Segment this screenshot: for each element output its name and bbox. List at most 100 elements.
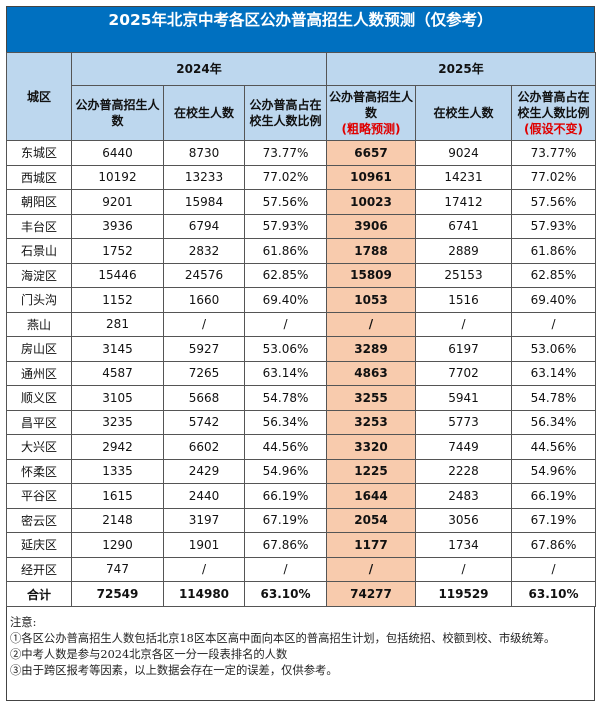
enroll-2024-cell: 2942 <box>71 434 164 460</box>
ratio-2024-cell: 57.56% <box>244 189 327 215</box>
students-2024-cell: 5668 <box>163 385 245 411</box>
district-cell: 经开区 <box>6 556 72 582</box>
district-cell: 门头沟 <box>6 287 72 313</box>
ratio-2024-cell: 62.85% <box>244 262 327 288</box>
enroll-2025-cell: 1225 <box>326 458 416 484</box>
ratio-2025-cell: 54.78% <box>511 385 596 411</box>
ratio-2024-cell: 53.06% <box>244 336 327 362</box>
students-2024-cell: 114980 <box>163 581 245 607</box>
table-row: 房山区 3145 5927 53.06% 3289 6197 53.06% <box>6 336 596 362</box>
ratio-2024-cell: 63.14% <box>244 360 327 386</box>
students-2025-cell: 7449 <box>415 434 512 460</box>
table-row: 朝阳区 9201 15984 57.56% 10023 17412 57.56% <box>6 189 596 215</box>
students-2024-cell: 6794 <box>163 213 245 239</box>
enroll-2024-cell: 4587 <box>71 360 164 386</box>
ratio-2025-header: 公办普高占在校生人数比例 (假设不变) <box>511 85 596 141</box>
enroll-2025-cell: 3289 <box>326 336 416 362</box>
district-cell: 燕山 <box>6 311 72 337</box>
enroll-2024-cell: 1335 <box>71 458 164 484</box>
ratio-2024-cell: 57.93% <box>244 213 327 239</box>
forecast-sheet: 2025年北京中考各区公办普高招生人数预测（仅参考） 城区 2024年 2025… <box>6 6 596 701</box>
students-2024-cell: 13233 <box>163 164 245 190</box>
enroll-2024-cell: 1290 <box>71 532 164 558</box>
ratio-2025-cell: 66.19% <box>511 483 596 509</box>
ratio-2025-cell: 57.56% <box>511 189 596 215</box>
enroll-2024-cell: 1615 <box>71 483 164 509</box>
enroll-2025-cell: 3906 <box>326 213 416 239</box>
enroll-2025-cell: / <box>326 556 416 582</box>
enroll-2025-cell: 1053 <box>326 287 416 313</box>
students-2025-cell: 1516 <box>415 287 512 313</box>
district-cell: 西城区 <box>6 164 72 190</box>
students-2024-cell: 2832 <box>163 238 245 264</box>
ratio-2024-cell: 56.34% <box>244 409 327 435</box>
district-cell: 石景山 <box>6 238 72 264</box>
enroll-2024-cell: 2148 <box>71 507 164 533</box>
students-2025-cell: 17412 <box>415 189 512 215</box>
enroll-2025-cell: / <box>326 311 416 337</box>
district-cell: 大兴区 <box>6 434 72 460</box>
district-cell: 房山区 <box>6 336 72 362</box>
students-2024-cell: / <box>163 556 245 582</box>
enroll-2024-cell: 747 <box>71 556 164 582</box>
table-row: 门头沟 1152 1660 69.40% 1053 1516 69.40% <box>6 287 596 313</box>
students-2024-cell: / <box>163 311 245 337</box>
ratio-2025-cell: 53.06% <box>511 336 596 362</box>
enroll-2024-cell: 9201 <box>71 189 164 215</box>
students-2024-cell: 8730 <box>163 140 245 166</box>
district-cell: 昌平区 <box>6 409 72 435</box>
enroll-2024-cell: 1752 <box>71 238 164 264</box>
enroll-2025-cell: 10961 <box>326 164 416 190</box>
enroll-2025-cell: 2054 <box>326 507 416 533</box>
enroll-2025-cell: 3255 <box>326 385 416 411</box>
ratio-2025-cell: 54.96% <box>511 458 596 484</box>
district-cell: 海淀区 <box>6 262 72 288</box>
total-row: 合计 72549 114980 63.10% 74277 119529 63.10% <box>6 581 596 607</box>
table-row: 石景山 1752 2832 61.86% 1788 2889 61.86% <box>6 238 596 264</box>
note-item: ②中考人数是参与2024北京各区一分一段表排名的人数 <box>10 648 288 661</box>
table-row: 密云区 2148 3197 67.19% 2054 3056 67.19% <box>6 507 596 533</box>
students-2025-cell: 6197 <box>415 336 512 362</box>
ratio-2025-cell: 69.40% <box>511 287 596 313</box>
ratio-2025-cell: 57.93% <box>511 213 596 239</box>
table-row: 平谷区 1615 2440 66.19% 1644 2483 66.19% <box>6 483 596 509</box>
ratio-2024-cell: 66.19% <box>244 483 327 509</box>
ratio-2024-cell: 44.56% <box>244 434 327 460</box>
students-2025-cell: 2228 <box>415 458 512 484</box>
district-cell: 朝阳区 <box>6 189 72 215</box>
enroll-2024-cell: 10192 <box>71 164 164 190</box>
students-2024-cell: 3197 <box>163 507 245 533</box>
district-cell: 合计 <box>6 581 72 607</box>
ratio-2024-header: 公办普高占在校生人数比例 <box>244 85 327 141</box>
students-2025-cell: 7702 <box>415 360 512 386</box>
table-row: 燕山 281// / / / <box>6 311 596 337</box>
ratio-2024-cell: 73.77% <box>244 140 327 166</box>
table-row: 海淀区 15446 24576 62.85% 15809 25153 62.85% <box>6 262 596 288</box>
note-item: ①各区公办普高招生人数包括北京18区本区高中面向本区的普高招生计划，包括统招、校… <box>10 632 556 645</box>
enroll-2025-cell: 1644 <box>326 483 416 509</box>
ratio-2024-cell: 63.10% <box>244 581 327 607</box>
enroll-2025-cell: 4863 <box>326 360 416 386</box>
ratio-2024-cell: 54.96% <box>244 458 327 484</box>
ratio-2024-cell: 69.40% <box>244 287 327 313</box>
ratio-2025-cell: / <box>511 311 596 337</box>
ratio-2025-cell: 62.85% <box>511 262 596 288</box>
students-2025-cell: / <box>415 556 512 582</box>
ratio-2025-cell: 67.19% <box>511 507 596 533</box>
students-2025-cell: 9024 <box>415 140 512 166</box>
enroll-2025-cell: 6657 <box>326 140 416 166</box>
enroll-2025-header: 公办普高招生人数 (粗略预测) <box>326 85 416 141</box>
ratio-2025-cell: 63.10% <box>511 581 596 607</box>
enroll-2025-cell: 74277 <box>326 581 416 607</box>
district-cell: 顺义区 <box>6 385 72 411</box>
students-2024-cell: 24576 <box>163 262 245 288</box>
enroll-2024-cell: 281 <box>71 311 164 337</box>
notes-heading: 注意: <box>10 616 37 629</box>
table-row: 怀柔区 1335 2429 54.96% 1225 2228 54.96% <box>6 458 596 484</box>
district-cell: 东城区 <box>6 140 72 166</box>
year-2024-header: 2024年 <box>71 52 327 86</box>
students-2024-cell: 1660 <box>163 287 245 313</box>
table-row: 顺义区 3105 5668 54.78% 3255 5941 54.78% <box>6 385 596 411</box>
enroll-2025-cell: 3320 <box>326 434 416 460</box>
students-2024-cell: 7265 <box>163 360 245 386</box>
